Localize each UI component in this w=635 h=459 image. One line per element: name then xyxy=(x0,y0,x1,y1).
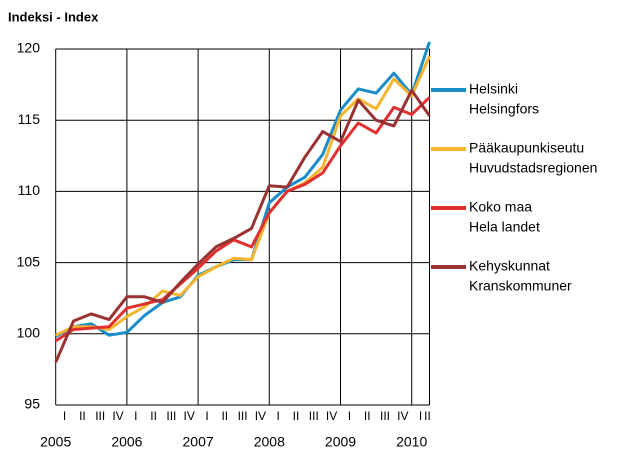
series-line xyxy=(54,88,431,363)
legend-label: Huvudstadsregionen xyxy=(469,160,597,176)
x-tick-label: IV xyxy=(255,409,266,423)
year-label: 2009 xyxy=(325,434,356,450)
x-tick-label: II xyxy=(221,409,228,423)
series-line xyxy=(55,55,431,337)
x-tick-label: I xyxy=(277,409,280,423)
x-tick-label: I xyxy=(205,409,208,423)
x-tick-label: III xyxy=(238,409,248,423)
x-tick-label: I xyxy=(348,409,351,423)
x-tick-label: I xyxy=(134,409,137,423)
legend-label: Helsinki xyxy=(469,81,518,97)
legend-label: Kehyskunnat xyxy=(469,258,550,274)
year-label: 2008 xyxy=(254,434,285,450)
year-label: 2006 xyxy=(111,434,142,450)
x-tick-label: II xyxy=(364,409,371,423)
y-tick-label: 105 xyxy=(17,253,41,269)
y-tick-label: 95 xyxy=(24,396,40,412)
x-tick-label: IV xyxy=(397,409,408,423)
legend-label: Kranskommuner xyxy=(469,278,572,294)
x-tick-label: III xyxy=(95,409,105,423)
legend-label: Helsingfors xyxy=(469,101,539,117)
x-tick-label: I xyxy=(419,409,422,423)
x-tick-label: IV xyxy=(184,409,195,423)
legend-label: Hela landet xyxy=(469,219,540,235)
x-tick-label: II xyxy=(79,409,86,423)
y-tick-label: 110 xyxy=(18,182,41,198)
y-tick-label: 115 xyxy=(18,111,41,127)
series-line xyxy=(54,41,431,338)
year-label: 2007 xyxy=(183,434,214,450)
x-tick-label: II xyxy=(424,409,431,423)
x-tick-label: IV xyxy=(326,409,337,423)
y-tick-label: 100 xyxy=(17,325,41,341)
x-tick-label: III xyxy=(309,409,319,423)
y-tick-label: 120 xyxy=(17,40,41,56)
year-label: 2005 xyxy=(40,434,71,450)
legend-label: Koko maa xyxy=(469,199,532,215)
chart-title: Indeksi - Index xyxy=(8,9,99,24)
x-tick-label: I xyxy=(63,409,66,423)
series-line xyxy=(54,96,431,343)
x-tick-label: III xyxy=(380,409,390,423)
x-tick-label: II xyxy=(293,409,300,423)
legend-label: Pääkaupunkiseutu xyxy=(469,140,584,156)
x-tick-label: II xyxy=(150,409,157,423)
year-label: 2010 xyxy=(396,434,427,450)
x-tick-label: III xyxy=(166,409,176,423)
x-tick-label: IV xyxy=(112,409,123,423)
